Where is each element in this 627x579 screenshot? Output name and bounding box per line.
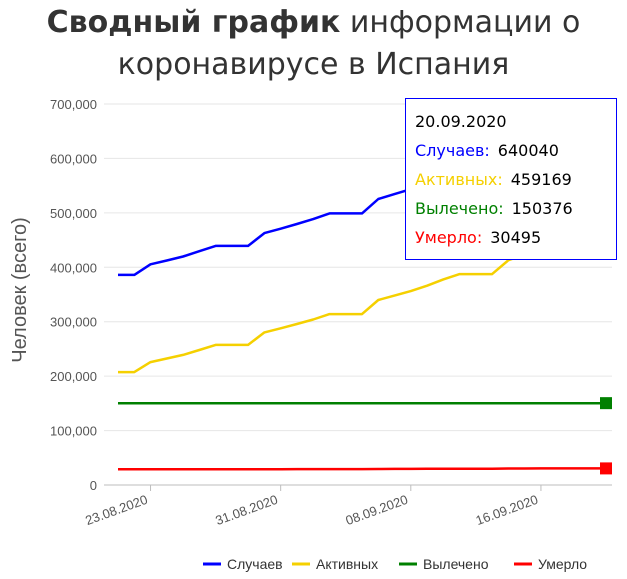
y-axis-label: Человек (всего) bbox=[9, 217, 31, 362]
x-axis-ticks: 23.08.2020 31.08.2020 08.09.2020 16.09.2020 bbox=[83, 485, 542, 528]
y-axis-ticks: 0 100,000 200,000 300,000 400,000 500,000 600,… bbox=[50, 97, 97, 493]
legend-label: Вылечено bbox=[423, 556, 489, 572]
y-tick-label: 100,000 bbox=[50, 424, 97, 439]
y-tick-label: 300,000 bbox=[50, 315, 97, 330]
y-tick-label: 500,000 bbox=[50, 206, 97, 221]
legend[interactable]: Случаев Активных Вылечено Умерло bbox=[203, 556, 587, 572]
tooltip-row-cases: Случаев: 640040 bbox=[415, 141, 559, 160]
tooltip-label: Случаев: bbox=[415, 141, 490, 160]
tooltip-label: Умерло: bbox=[415, 228, 483, 247]
series-end-marker[interactable] bbox=[600, 462, 612, 475]
grid-lines bbox=[104, 103, 612, 486]
y-tick-label: 0 bbox=[90, 478, 97, 493]
chart-title-line2: коронавирусе в Испания bbox=[117, 47, 510, 82]
legend-item[interactable]: Умерло bbox=[514, 556, 587, 572]
legend-item[interactable]: Вылечено bbox=[399, 556, 489, 572]
tooltip-value: 640040 bbox=[497, 141, 559, 160]
series-line[interactable] bbox=[118, 467, 606, 471]
y-tick-label: 700,000 bbox=[50, 97, 97, 112]
tooltip-date: 20.09.2020 bbox=[415, 112, 507, 131]
tooltip-value: 30495 bbox=[490, 228, 542, 247]
series-end-marker[interactable] bbox=[600, 397, 612, 410]
x-tick-label: 23.08.2020 bbox=[83, 492, 149, 528]
tooltip-row-active: Активных: 459169 bbox=[415, 170, 572, 189]
legend-item[interactable]: Случаев bbox=[203, 556, 283, 572]
x-tick-label: 08.09.2020 bbox=[344, 492, 410, 528]
legend-item[interactable]: Активных bbox=[292, 556, 378, 572]
x-tick-label: 31.08.2020 bbox=[213, 492, 279, 528]
tooltip-row-deaths: Умерло: 30495 bbox=[415, 228, 541, 247]
tooltip-value: 150376 bbox=[511, 199, 573, 218]
y-tick-label: 600,000 bbox=[50, 151, 97, 166]
tooltip-row-recovered: Вылечено: 150376 bbox=[415, 199, 573, 218]
y-tick-label: 200,000 bbox=[50, 369, 97, 384]
chart-title-bold: Сводный график bbox=[46, 5, 341, 40]
x-tick-label: 16.09.2020 bbox=[474, 492, 540, 528]
tooltip-label: Активных: bbox=[415, 170, 503, 189]
legend-label: Умерло bbox=[538, 556, 587, 572]
tooltip-label: Вылечено: bbox=[415, 199, 504, 218]
tooltip-value: 459169 bbox=[510, 170, 572, 189]
chart-title: Сводный график информации о коронавирусе… bbox=[0, 2, 627, 86]
hover-tooltip: 20.09.2020 Случаев: 640040 Активных: 45916… bbox=[405, 98, 617, 260]
y-tick-label: 400,000 bbox=[50, 260, 97, 275]
legend-label: Случаев bbox=[227, 556, 283, 572]
legend-label: Активных bbox=[316, 556, 378, 572]
chart-title-rest: информации о bbox=[340, 5, 581, 40]
